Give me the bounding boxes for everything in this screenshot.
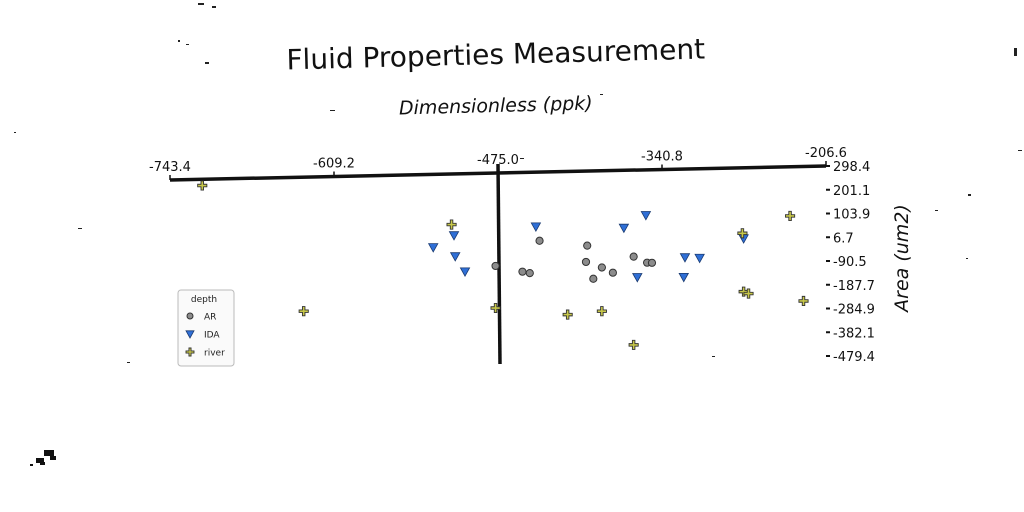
data-point-ar [518, 267, 527, 276]
data-point-river [785, 210, 796, 222]
speckle [198, 3, 204, 5]
data-point-river [197, 180, 208, 191]
data-point-river [798, 295, 809, 307]
data-point-ida [694, 253, 705, 264]
speckle [14, 132, 16, 133]
y-tick-label: 298.4 [833, 160, 870, 175]
speckle [40, 462, 45, 465]
speckle [30, 464, 33, 466]
x-tick-label: -475.0 [477, 153, 519, 168]
data-point-ar [647, 258, 657, 267]
data-point-ar [535, 236, 544, 245]
data-point-river [628, 339, 639, 350]
speckle [330, 110, 335, 111]
data-point-ar [583, 241, 592, 250]
data-point-river [562, 309, 573, 320]
speckle [44, 450, 54, 456]
speckle [1018, 150, 1022, 151]
speckle [127, 362, 130, 363]
speckle [50, 456, 56, 460]
x-tick-label: -743.4 [149, 160, 191, 175]
data-point-ar [589, 274, 598, 283]
y-tick-label: -90.5 [833, 255, 867, 270]
speckle [212, 6, 216, 8]
data-point-ida [679, 253, 691, 263]
x-tick-label: -609.2 [313, 157, 355, 172]
data-point-ida [448, 231, 460, 241]
legend-entry: river [204, 349, 225, 359]
data-point-ida [632, 273, 643, 283]
speckle [600, 94, 603, 95]
legend-marker-ida [185, 330, 195, 339]
data-point-ida [449, 252, 461, 262]
y-tick-label: -187.7 [833, 279, 875, 294]
speckle [186, 44, 189, 45]
x-tick-label: -206.6 [805, 146, 847, 161]
data-point-river [446, 219, 457, 230]
legend-marker-ar [186, 312, 194, 320]
y-tick-label: 6.7 [833, 231, 854, 246]
speckle [968, 194, 971, 196]
data-point-river [743, 288, 754, 299]
legend-box [177, 289, 235, 367]
data-point-ar [491, 261, 500, 271]
y-axis-label: Area (um2) [891, 204, 913, 314]
legend-entry: IDA [204, 331, 220, 341]
speckle [1014, 48, 1017, 56]
chart-title: Fluid Properties Measurement [286, 33, 705, 77]
speckle [935, 210, 938, 211]
data-point-ida [678, 272, 690, 283]
speckle [205, 62, 209, 64]
data-point-river [490, 302, 501, 314]
y-tick-label: -382.1 [833, 326, 875, 341]
x-ticks: -743.4 -609.2 -475.0 -340.8 -206.6 [149, 146, 847, 180]
data-point-ar [525, 269, 534, 278]
speckle [966, 258, 968, 259]
data-point-river [737, 228, 748, 239]
y-tick-label: -284.9 [833, 303, 875, 318]
data-point-ida [459, 267, 471, 277]
data-points [197, 180, 809, 350]
scan-speckles [14, 3, 1022, 466]
data-point-ida [427, 243, 439, 253]
speckle [712, 356, 715, 357]
speckle [178, 40, 180, 42]
y-tick-label: 103.9 [833, 208, 870, 223]
y-tick-label: -479.4 [833, 350, 875, 365]
legend-entry: AR [204, 313, 216, 323]
speckle [520, 158, 524, 159]
legend-marker-river [185, 347, 195, 357]
legend: depth AR IDA river [177, 289, 235, 367]
y-ticks: 298.4 201.1 103.9 6.7 -90.5 -187.7 -284.9 -382.… [826, 160, 875, 365]
legend-title: depth [191, 295, 217, 305]
data-point-ar [581, 257, 591, 267]
speckle [78, 228, 82, 229]
data-point-ida [530, 222, 542, 233]
data-point-river [738, 286, 749, 297]
data-point-ar [608, 268, 617, 277]
x-tick-label: -340.8 [641, 150, 683, 165]
data-point-river [298, 306, 309, 317]
x-axis-label: Dimensionless (ppk) [399, 92, 593, 119]
data-point-ida [618, 223, 630, 234]
data-point-ar [629, 252, 638, 261]
data-point-ar [597, 263, 606, 272]
speckle [36, 458, 44, 463]
data-point-river [596, 306, 607, 317]
y-tick-label: 201.1 [833, 184, 870, 199]
data-point-ida [640, 211, 652, 221]
